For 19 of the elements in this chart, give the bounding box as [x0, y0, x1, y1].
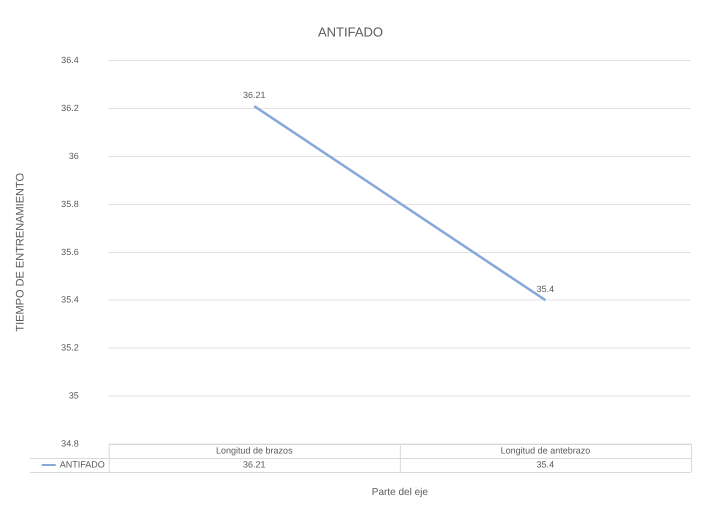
y-tick-label: 36.4 — [61, 55, 79, 66]
annotation: 36.21 — [243, 90, 266, 100]
y-tick-label: 35.8 — [61, 198, 79, 209]
y-tick-label: 34.8 — [61, 438, 79, 448]
x-tick-label: Longitud de antebrazo — [500, 445, 590, 456]
data-label: 35.4 — [536, 459, 554, 470]
y-tick-label: 35.2 — [61, 342, 79, 353]
data-label: 36.21 — [243, 459, 266, 470]
y-tick-label: 35 — [68, 390, 79, 401]
legend-label: ANTIFADO — [60, 459, 105, 470]
annotation: 35.4 — [536, 284, 554, 294]
y-axis-title: TIEMPO DE ENTRENAMIENTO — [14, 172, 27, 332]
y-tick-label: 36 — [68, 150, 79, 161]
y-tick-label: 35.6 — [61, 246, 79, 257]
y-tick-label: 35.4 — [61, 294, 79, 305]
y-tick-label: 36.2 — [61, 103, 79, 114]
x-axis-title: Parte del eje — [372, 486, 428, 498]
chart-title: ANTIFADO — [318, 24, 384, 40]
x-tick-label: Longitud de brazos — [216, 445, 294, 456]
